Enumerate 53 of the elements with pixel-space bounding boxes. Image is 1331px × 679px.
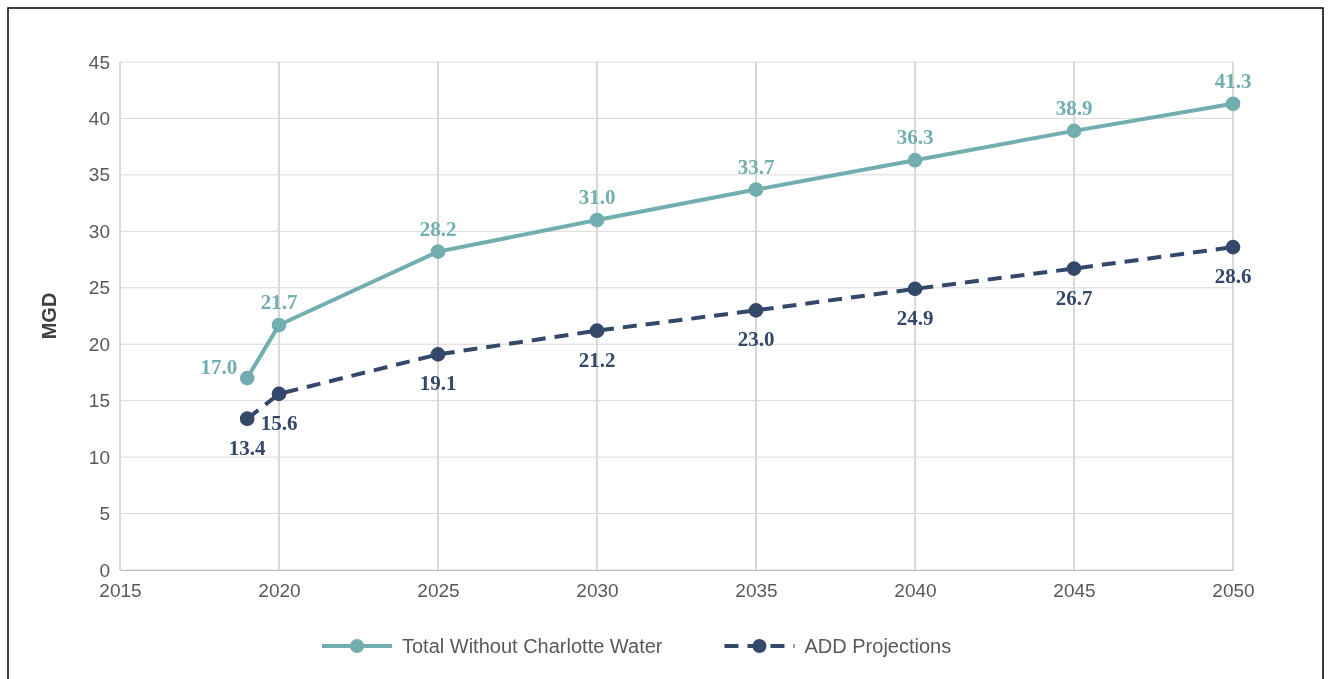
point (1225, 239, 1241, 255)
data-label: 36.3 (896, 125, 934, 150)
x-tick-label: 2035 (735, 580, 778, 602)
legend-label: Total Without Charlotte Water (402, 635, 663, 657)
y-tick-label: 35 (88, 164, 110, 186)
y-tick-label: 30 (88, 220, 110, 242)
data-label: 33.7 (737, 154, 775, 179)
x-tick-label: 2025 (417, 580, 460, 602)
point (589, 212, 605, 228)
x-tick-label: 2020 (258, 580, 301, 602)
y-tick-label: 25 (88, 277, 110, 299)
x-tick-label: 2050 (1212, 580, 1255, 602)
point (1066, 261, 1082, 276)
y-tick-label: 10 (88, 446, 110, 468)
data-label: 28.6 (1214, 264, 1252, 289)
data-label: 19.1 (419, 371, 457, 396)
y-tick-label: 40 (88, 108, 110, 130)
y-tick-label: 20 (88, 333, 110, 355)
y-tick-label: 5 (99, 503, 110, 525)
data-label: 38.9 (1055, 95, 1093, 120)
y-tick-label: 45 (88, 51, 110, 73)
data-label: 28.2 (419, 216, 457, 241)
point (239, 370, 255, 386)
data-label: 15.6 (260, 410, 298, 435)
data-label: 24.9 (896, 305, 934, 330)
data-label: 21.2 (578, 347, 616, 372)
x-tick-label: 2015 (99, 580, 142, 602)
data-label: 23.0 (737, 327, 775, 352)
data-label: 31.0 (578, 185, 616, 210)
point (748, 303, 764, 318)
point (589, 323, 605, 339)
point (1066, 123, 1082, 139)
point (1225, 96, 1241, 112)
data-label: 26.7 (1055, 285, 1093, 310)
x-tick-label: 2045 (1053, 580, 1096, 602)
point (748, 182, 764, 197)
legend-label: ADD Projections (804, 635, 952, 657)
point (271, 317, 287, 333)
point (430, 347, 446, 362)
data-label: 17.0 (200, 355, 238, 380)
data-label: 41.3 (1214, 68, 1252, 93)
y-tick-label: 15 (88, 390, 110, 412)
point (271, 386, 287, 402)
point (430, 244, 446, 259)
y-tick-label: 0 (99, 559, 110, 581)
x-tick-label: 2030 (576, 580, 619, 602)
data-label: 13.4 (228, 435, 267, 460)
x-tick-label: 2040 (894, 580, 937, 602)
point (907, 281, 923, 297)
point (239, 411, 255, 427)
y-axis-title: MGD (38, 292, 60, 340)
point (907, 152, 923, 168)
data-label: 21.7 (260, 290, 298, 315)
